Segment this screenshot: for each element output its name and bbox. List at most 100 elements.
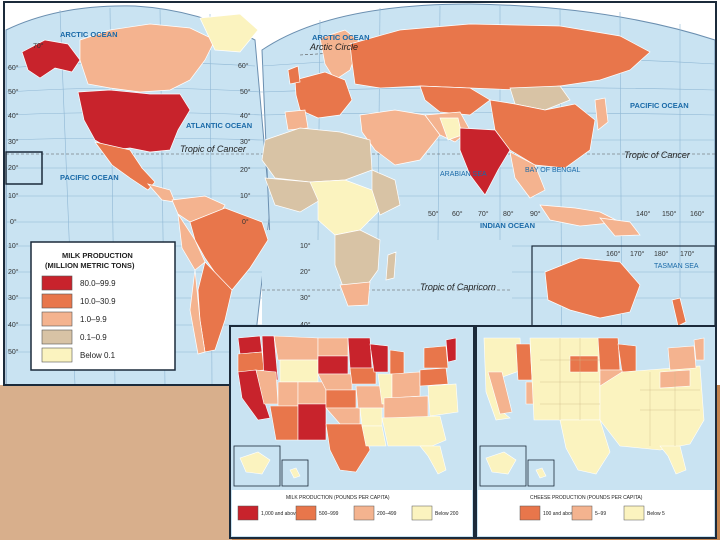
us-milk-legend-swatch [353,505,375,521]
legend-label: 1.0–9.9 [80,315,107,324]
cheese-plains [529,337,601,421]
us-milk-legend-swatch [295,505,317,521]
latitude-ticks-left: 70° 60° 50° 40° 30° 20° 10° 0° 10° 20° 3… [8,42,44,356]
scandinavia [319,29,361,81]
chile [189,269,206,355]
us-cheese-map-title: CHEESE PRODUCTION (POUNDS PER CAPITA) [530,495,643,501]
svg-text:30°: 30° [8,294,19,302]
us-montana [273,335,319,361]
svg-text:160°: 160° [690,210,705,218]
svg-text:20°: 20° [8,268,19,276]
us-iowa [349,367,377,385]
svg-text:50°: 50° [8,348,19,356]
label-pacific-ocean-east: PACIFIC OCEAN [630,101,689,110]
legend-title-line1: MILK PRODUCTION [62,251,133,260]
us-cheese-legend-label: 100 and above [543,511,576,517]
us-south-dakota [317,355,349,375]
russia [349,23,651,91]
us-milk-production-map: MILK PRODUCTION (POUNDS PER CAPITA) 1,00… [229,325,475,539]
us-milk-map-title: MILK PRODUCTION (POUNDS PER CAPITA) [286,495,390,501]
new-zealand [671,297,687,327]
svg-text:50°: 50° [8,88,19,96]
legend-label: Below 0.1 [80,351,116,360]
cheese-idaho [515,343,533,381]
us-southeast [381,415,447,447]
svg-text:60°: 60° [452,210,463,218]
us-washington [237,335,263,355]
north-africa [261,127,373,183]
svg-text:40°: 40° [240,112,251,120]
svg-text:30°: 30° [8,138,19,146]
us-florida [419,445,447,475]
legend-swatch [41,275,73,291]
us-kansas [325,389,357,409]
cheese-california [487,371,513,415]
svg-text:30°: 30° [300,294,311,302]
label-atlantic-ocean: ATLANTIC OCEAN [186,121,252,130]
legend-swatch [41,293,73,309]
label-arctic-ocean-west: ARCTIC OCEAN [60,30,118,39]
kazakhstan [419,85,491,116]
us-new-york [423,345,449,369]
us-cheese-legend-swatch [519,505,541,521]
legend-label: 0.1–0.9 [80,333,107,342]
svg-text:10°: 10° [240,192,251,200]
cheese-new-york [667,345,697,371]
label-pacific-ocean-west: PACIFIC OCEAN [60,173,119,182]
us-arkansas [359,407,383,427]
cheese-south-dakota [569,355,599,373]
svg-text:0°: 0° [10,218,17,226]
us-milk-legend-swatch [411,505,433,521]
svg-text:40°: 40° [8,112,19,120]
cheese-vermont [693,337,705,361]
us-colorado [297,381,327,405]
svg-text:70°: 70° [478,210,489,218]
us-minnesota [347,337,373,369]
us-michigan [389,349,405,375]
argentina [197,261,233,353]
label-tropic-of-cancer-east: Tropic of Cancer [624,150,691,160]
western-europe [294,71,353,119]
svg-text:70°: 70° [33,42,44,50]
label-tropic-of-capricorn: Tropic of Capricorn [420,282,496,292]
svg-text:20°: 20° [240,166,251,174]
australia [544,257,641,319]
alaska [21,39,81,79]
brazil [189,207,269,291]
label-arctic-circle: Arctic Circle [309,42,358,52]
svg-text:160°: 160° [606,250,621,258]
south-africa [339,281,371,307]
svg-text:20°: 20° [8,164,19,172]
uk [287,65,301,85]
legend-title-line2: (MILLION METRIC TONS) [45,261,135,270]
label-indian-ocean: INDIAN OCEAN [480,221,535,230]
cheese-minnesota [597,337,621,371]
us-milk-legend-label: 500–999 [319,511,339,517]
west-africa [264,177,321,213]
svg-text:170°: 170° [630,250,645,258]
svg-text:50°: 50° [240,88,251,96]
east-africa [371,169,401,216]
svg-text:10°: 10° [8,242,19,250]
us-milk-legend-label: 200–499 [377,511,397,517]
us-louisiana [361,425,387,447]
us-milk-legend-label: Below 200 [435,511,459,517]
japan [594,97,609,131]
us-pennsylvania [419,367,449,387]
longitude-ticks: 50° 60° 70° 80° 90° 140° 150° 160° 170° … [428,210,705,258]
latitude-ticks-right: 60° 50° 40° 30° 20° 10° 0° 10° 20° 30° 4… [238,62,311,329]
svg-text:40°: 40° [8,321,19,329]
us-wisconsin [369,343,389,373]
us-milk-legend-swatch [237,505,259,521]
middle-east [359,109,441,166]
svg-text:180°: 180° [654,250,669,258]
svg-text:10°: 10° [8,192,19,200]
us-new-mexico [297,403,327,441]
svg-text:60°: 60° [8,64,19,72]
us-milk-legend-label: 1,000 and above [261,511,298,517]
label-tropic-of-cancer-west: Tropic of Cancer [180,144,247,154]
legend-label: 10.0–30.9 [80,297,116,306]
legend-label: 80.0–99.9 [80,279,116,288]
us-cheese-legend-label: Below 5 [647,511,665,517]
